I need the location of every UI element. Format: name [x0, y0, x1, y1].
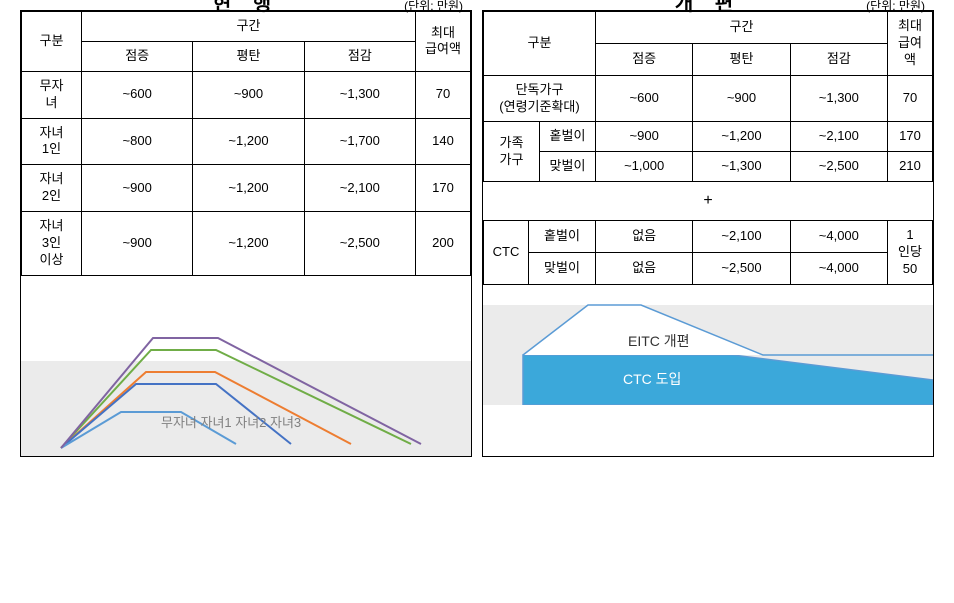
- cell: 홑벌이: [529, 221, 596, 253]
- right-chart: EITC 개편 CTC 도입: [483, 285, 933, 405]
- table-row: 자녀 3인 이상~900~1,200~2,500200: [22, 212, 471, 276]
- right-label-ctc: CTC 도입: [623, 369, 681, 389]
- cell: ~2,500: [693, 253, 790, 285]
- table-row: 자녀 1인~800~1,200~1,700140: [22, 118, 471, 165]
- cell: ~600: [82, 71, 193, 118]
- cell: 홑벌이: [540, 122, 596, 152]
- cell: ~4,000: [790, 253, 887, 285]
- cell: 200: [416, 212, 471, 276]
- cell: ~2,500: [790, 152, 887, 182]
- right-table-top: 구분 구간 최대 급여 액 점증 평탄 점감 단독가구 (연령기준확대) ~60…: [483, 11, 933, 182]
- cell: ~1,700: [304, 118, 415, 165]
- plus-separator: +: [483, 182, 933, 220]
- cell: ~1,200: [193, 118, 304, 165]
- cell: ~1,000: [596, 152, 693, 182]
- cell: ~2,100: [790, 122, 887, 152]
- cell: 자녀 1인: [22, 118, 82, 165]
- cell: 170: [416, 165, 471, 212]
- left-h-23: 점감: [304, 41, 415, 71]
- cell: ~600: [596, 75, 693, 122]
- table-row: 맞벌이 없음 ~2,500 ~4,000: [484, 253, 933, 285]
- cell: ~2,100: [693, 221, 790, 253]
- cell: 가족 가구: [484, 122, 540, 182]
- cell: ~1,200: [193, 165, 304, 212]
- right-label-eitc: EITC 개편: [628, 331, 690, 351]
- cell: ~900: [193, 71, 304, 118]
- cell: 단독가구 (연령기준확대): [484, 75, 596, 122]
- cell: 140: [416, 118, 471, 165]
- cell: ~900: [693, 75, 790, 122]
- cell: 70: [888, 75, 933, 122]
- right-h-col3: 최대 급여 액: [888, 12, 933, 76]
- left-title: 현 행: [213, 0, 279, 16]
- cell: 없음: [596, 253, 693, 285]
- left-chart: 무자녀 자녀1 자녀2 자녀3: [21, 276, 471, 456]
- cell: 70: [416, 71, 471, 118]
- cell: 1 인당 50: [888, 221, 933, 285]
- left-panel: 현 행 (단위: 만원) 구분 구간 최대 급여액 점증 평탄 점감 무자 녀~…: [20, 10, 472, 457]
- cell: ~4,000: [790, 221, 887, 253]
- left-unit: (단위: 만원): [404, 0, 463, 14]
- right-title: 개 편: [675, 0, 741, 16]
- cell: ~1,300: [304, 71, 415, 118]
- left-h-21: 점증: [82, 41, 193, 71]
- cell: ~900: [82, 165, 193, 212]
- table-row: 단독가구 (연령기준확대) ~600 ~900 ~1,300 70: [484, 75, 933, 122]
- table-row: 맞벌이 ~1,000 ~1,300 ~2,500 210: [484, 152, 933, 182]
- left-h-22: 평탄: [193, 41, 304, 71]
- right-h-21: 점증: [596, 43, 693, 75]
- right-table-ctc: CTC 홑벌이 없음 ~2,100 ~4,000 1 인당 50 맞벌이 없음 …: [483, 220, 933, 285]
- right-h-22: 평탄: [693, 43, 790, 75]
- left-header: 현 행 (단위: 만원): [21, 0, 471, 18]
- right-chart-svg: [483, 285, 933, 405]
- cell: ~1,300: [693, 152, 790, 182]
- cell: ~900: [82, 212, 193, 276]
- cell: 자녀 2인: [22, 165, 82, 212]
- cell: 210: [888, 152, 933, 182]
- table-row: 자녀 2인~900~1,200~2,100170: [22, 165, 471, 212]
- right-header: 개 편 (단위: 만원): [483, 0, 933, 18]
- cell: ~2,100: [304, 165, 415, 212]
- right-h-23: 점감: [790, 43, 887, 75]
- table-row: CTC 홑벌이 없음 ~2,100 ~4,000 1 인당 50: [484, 221, 933, 253]
- cell: ~2,500: [304, 212, 415, 276]
- cell: ~800: [82, 118, 193, 165]
- cell: ~900: [596, 122, 693, 152]
- right-h-col1: 구분: [484, 12, 596, 76]
- table-row: 가족 가구 홑벌이 ~900 ~1,200 ~2,100 170: [484, 122, 933, 152]
- cell: 170: [888, 122, 933, 152]
- right-panel: 개 편 (단위: 만원) 구분 구간 최대 급여 액 점증 평탄 점감 단독가구…: [482, 10, 934, 457]
- cell: ~1,200: [693, 122, 790, 152]
- cell: 맞벌이: [529, 253, 596, 285]
- left-h-col3: 최대 급여액: [416, 12, 471, 72]
- left-h-col1: 구분: [22, 12, 82, 72]
- cell: ~1,200: [193, 212, 304, 276]
- right-unit: (단위: 만원): [866, 0, 925, 14]
- left-legend: 무자녀 자녀1 자녀2 자녀3: [161, 412, 301, 431]
- cell: ~1,300: [790, 75, 887, 122]
- cell: 무자 녀: [22, 71, 82, 118]
- left-table: 구분 구간 최대 급여액 점증 평탄 점감 무자 녀~600~900~1,300…: [21, 11, 471, 276]
- cell: 자녀 3인 이상: [22, 212, 82, 276]
- cell: 맞벌이: [540, 152, 596, 182]
- table-row: 무자 녀~600~900~1,30070: [22, 71, 471, 118]
- cell: 없음: [596, 221, 693, 253]
- cell: CTC: [484, 221, 529, 285]
